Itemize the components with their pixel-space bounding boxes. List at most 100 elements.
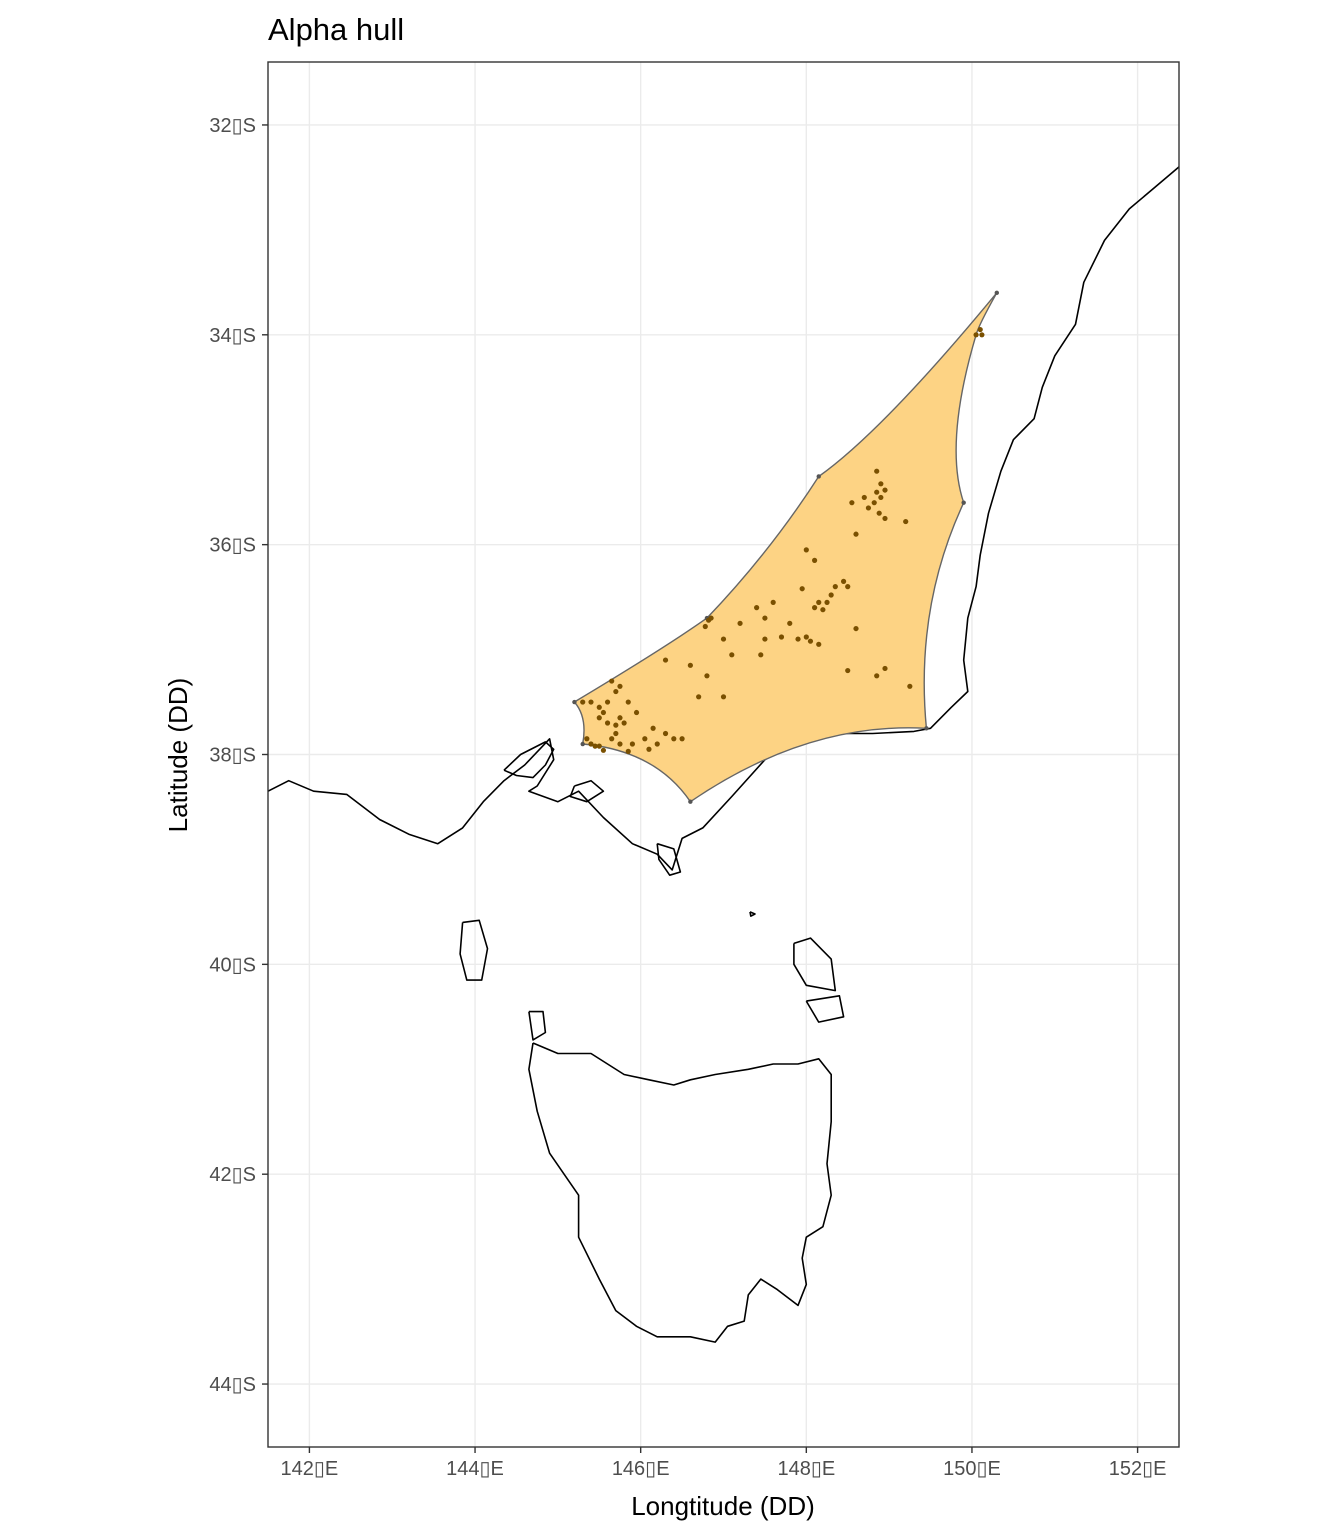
occurrence-points [580, 326, 985, 754]
occurrence-point [613, 722, 619, 728]
occurrence-point [609, 736, 615, 742]
occurrence-point [874, 489, 880, 495]
gridlines [268, 62, 1179, 1447]
coastline-outline [793, 937, 837, 992]
occurrence-point [646, 746, 652, 752]
occurrence-point [588, 699, 594, 705]
occurrence-point [799, 586, 805, 592]
occurrence-point [617, 741, 623, 747]
occurrence-point [629, 741, 636, 747]
occurrence-point [803, 547, 809, 553]
coastline-outline [749, 911, 756, 917]
occurrence-point [633, 709, 640, 716]
y-tick-label: 42▯S [209, 1164, 256, 1186]
coastline-outline [503, 741, 555, 779]
occurrence-point [642, 736, 648, 742]
occurrence-point [878, 481, 884, 487]
x-tick-label: 150▯E [943, 1458, 1001, 1480]
occurrence-point [903, 518, 909, 525]
occurrence-point [720, 694, 727, 700]
occurrence-point [840, 578, 847, 584]
occurrence-point [687, 662, 693, 668]
occurrence-point [617, 683, 623, 689]
coastline-map [267, 166, 1180, 1343]
occurrence-point [708, 615, 714, 621]
hull-vertex [572, 699, 577, 705]
hull-vertex [816, 474, 821, 479]
occurrence-point [588, 741, 594, 747]
occurrence-point [596, 715, 602, 721]
alpha-hull-polygon [573, 292, 998, 803]
occurrence-point [807, 638, 814, 644]
hull-vertex [580, 741, 585, 747]
occurrence-point [654, 741, 660, 747]
coastline-outline [267, 166, 1180, 871]
occurrence-point [662, 730, 669, 737]
occurrence-point [977, 326, 983, 333]
occurrence-point [617, 715, 623, 721]
occurrence-point [758, 652, 764, 658]
occurrence-point [625, 699, 631, 705]
occurrence-point [671, 736, 677, 742]
occurrence-point [770, 599, 776, 605]
x-axis-ticks: 142▯E 144▯E 146▯E 148▯E 150▯E 152▯E [281, 1447, 1166, 1480]
occurrence-point [816, 599, 822, 605]
y-tick-label: 34▯S [209, 325, 256, 347]
coastline-outline [569, 779, 605, 803]
occurrence-point [702, 623, 708, 630]
occurrence-point [973, 332, 979, 338]
coastline-outline [459, 919, 489, 981]
occurrence-point [704, 673, 710, 679]
hull-vertex [994, 290, 999, 296]
occurrence-point [979, 332, 985, 338]
occurrence-point [778, 634, 785, 640]
occurrence-point [596, 704, 602, 710]
occurrence-point [876, 510, 882, 516]
coastline-outline [805, 995, 845, 1023]
occurrence-point [824, 599, 830, 605]
y-axis-title: Latitude (DD) [163, 678, 193, 833]
occurrence-point [662, 657, 669, 663]
occurrence-point [592, 743, 598, 749]
occurrence-point [882, 487, 888, 493]
occurrence-point [604, 699, 611, 705]
occurrence-point [865, 505, 872, 511]
coastline-outline [528, 1010, 547, 1041]
occurrence-point [609, 678, 615, 684]
occurrence-point [729, 652, 735, 658]
occurrence-point [832, 584, 838, 590]
occurrence-point [696, 694, 702, 700]
occurrence-point [803, 634, 809, 640]
occurrence-point [762, 636, 768, 642]
occurrence-point [679, 736, 685, 742]
y-tick-label: 36▯S [209, 535, 256, 557]
x-axis-title: Longtitude (DD) [631, 1491, 815, 1521]
occurrence-point [874, 673, 880, 679]
occurrence-point [849, 500, 855, 506]
occurrence-point [613, 730, 619, 737]
occurrence-point [845, 667, 851, 674]
occurrence-point [878, 494, 884, 501]
occurrence-point [853, 531, 859, 537]
occurrence-point [584, 736, 590, 742]
y-tick-label: 38▯S [209, 745, 256, 767]
occurrence-point [787, 620, 793, 626]
occurrence-point [600, 747, 607, 753]
occurrence-point [737, 620, 743, 626]
hull-vertex [924, 726, 929, 731]
occurrence-point [720, 636, 727, 642]
occurrence-point [907, 683, 913, 689]
hull-vertex [961, 500, 966, 505]
occurrence-point [754, 605, 760, 611]
occurrence-point [650, 725, 656, 731]
x-tick-label: 146▯E [612, 1458, 670, 1480]
chart-title: Alpha hull [268, 12, 404, 47]
occurrence-point [621, 720, 627, 726]
x-tick-label: 148▯E [777, 1458, 835, 1480]
occurrence-point [580, 699, 586, 705]
occurrence-point [845, 584, 851, 590]
x-tick-label: 144▯E [446, 1458, 504, 1480]
occurrence-point [882, 515, 888, 522]
coastline-outline [656, 842, 682, 876]
